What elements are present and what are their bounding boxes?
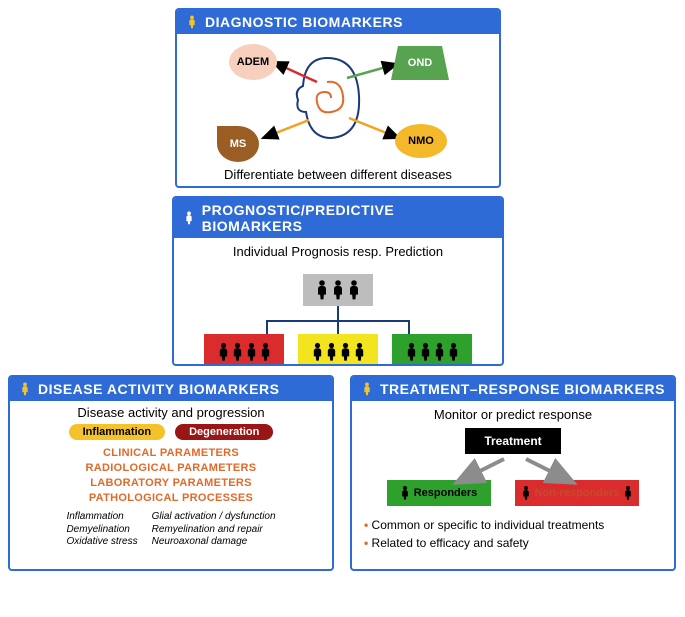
process-columns: Inflammation Demyelination Oxidative str… — [20, 511, 322, 549]
panel-body: ADEM OND MS NMO Differentiate between di… — [177, 34, 499, 186]
cohort-top — [303, 274, 373, 306]
disease-activity-biomarkers-panel: DISEASE ACTIVITY BIOMARKERS Disease acti… — [8, 375, 334, 571]
bullet: Related to efficacy and safety — [364, 534, 662, 552]
pill-row: Inflammation Degeneration — [20, 424, 322, 440]
process: Oxidative stress — [66, 536, 137, 549]
connector — [337, 306, 339, 320]
person-icon — [185, 15, 199, 29]
panel-header: PROGNOSTIC/PREDICTIVE BIOMARKERS — [174, 198, 502, 238]
panel-body: Individual Prognosis resp. Prediction — [174, 244, 502, 366]
cohort-green — [392, 334, 472, 366]
process-col-left: Inflammation Demyelination Oxidative str… — [66, 511, 137, 549]
nonresponders-label: Non-responders — [535, 487, 620, 499]
treatment-response-biomarkers-panel: TREATMENT–RESPONSE BIOMARKERS Monitor or… — [350, 375, 676, 571]
pill-degeneration: Degeneration — [175, 424, 273, 440]
connector — [266, 320, 268, 334]
param-list: CLINICAL PARAMETERS RADIOLOGICAL PARAMET… — [20, 446, 322, 505]
bullet: Common or specific to individual treatme… — [364, 516, 662, 534]
person-icon — [182, 211, 196, 225]
connector — [408, 320, 410, 334]
panel-body: Monitor or predict response Treatment Re… — [352, 401, 674, 569]
arrows — [364, 457, 666, 487]
person-icon — [360, 382, 374, 396]
param: RADIOLOGICAL PARAMETERS — [20, 461, 322, 476]
panel-title: DISEASE ACTIVITY BIOMARKERS — [38, 381, 279, 397]
process: Remyelination and repair — [152, 524, 276, 537]
person-icon — [18, 382, 32, 396]
panel-header: TREATMENT–RESPONSE BIOMARKERS — [352, 377, 674, 401]
panel-title: DIAGNOSTIC BIOMARKERS — [205, 14, 403, 30]
process: Neuroaxonal damage — [152, 536, 276, 549]
panel-body: Disease activity and progression Inflamm… — [10, 401, 332, 569]
panel-subtitle: Monitor or predict response — [364, 407, 662, 422]
panel-subtitle: Individual Prognosis resp. Prediction — [174, 244, 502, 259]
node-ms: MS — [217, 126, 259, 162]
cohort-red — [204, 334, 284, 366]
node-adem: ADEM — [229, 44, 277, 80]
treatment-box: Treatment — [465, 428, 561, 454]
diagnostic-diagram — [177, 34, 501, 186]
node-nmo: NMO — [395, 124, 447, 158]
connector — [337, 320, 339, 334]
panel-header: DISEASE ACTIVITY BIOMARKERS — [10, 377, 332, 401]
process: Inflammation — [66, 511, 137, 524]
panel-subtitle: Disease activity and progression — [20, 405, 322, 420]
diagnostic-biomarkers-panel: DIAGNOSTIC BIOMARKERS ADEM OND MS NMO Di… — [175, 8, 501, 188]
cohort-yellow — [298, 334, 378, 366]
prognostic-biomarkers-panel: PROGNOSTIC/PREDICTIVE BIOMARKERS Individ… — [172, 196, 504, 366]
panel-header: DIAGNOSTIC BIOMARKERS — [177, 10, 499, 34]
process-col-right: Glial activation / dysfunction Remyelina… — [152, 511, 276, 549]
panel-caption: Differentiate between different diseases — [177, 167, 499, 182]
cohort-row — [174, 334, 502, 366]
node-ond: OND — [391, 46, 449, 80]
process: Demyelination — [66, 524, 137, 537]
responders-label: Responders — [414, 487, 478, 499]
pill-inflammation: Inflammation — [69, 424, 165, 440]
process: Glial activation / dysfunction — [152, 511, 276, 524]
param: LABORATORY PARAMETERS — [20, 476, 322, 491]
panel-title: TREATMENT–RESPONSE BIOMARKERS — [380, 381, 665, 397]
param: CLINICAL PARAMETERS — [20, 446, 322, 461]
param: PATHOLOGICAL PROCESSES — [20, 491, 322, 506]
panel-title: PROGNOSTIC/PREDICTIVE BIOMARKERS — [202, 202, 494, 234]
bullet-list: Common or specific to individual treatme… — [364, 516, 662, 552]
